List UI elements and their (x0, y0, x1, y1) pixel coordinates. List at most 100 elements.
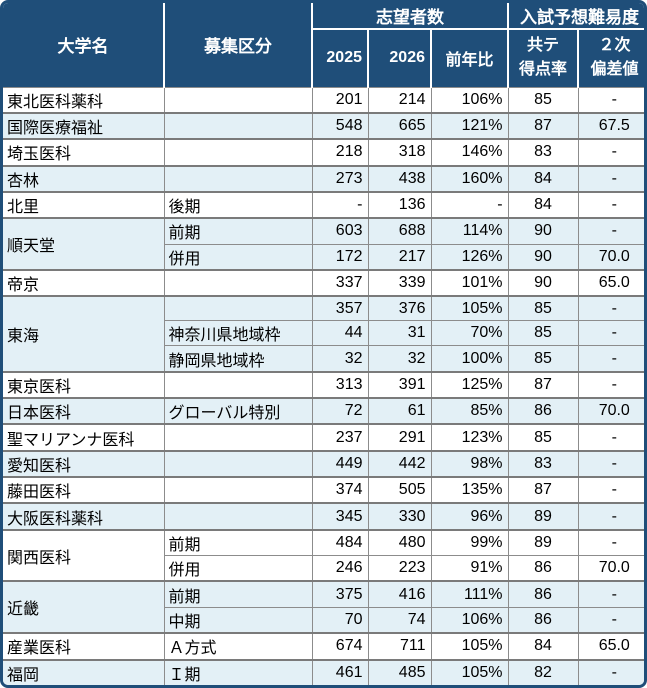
cell-yoy: 160% (430, 164, 509, 193)
cell-yoy: 146% (430, 138, 509, 167)
cell-university: 産業医科 (3, 632, 165, 661)
table-row: 東京医科 313 391 125% 87 - (3, 370, 644, 399)
applications-table: 大学名 募集区分 志望者数 入試予想難易度 2025 2026 前年比 共テ 得… (3, 3, 644, 685)
cell-category (163, 449, 313, 478)
cell-yoy: 111% (430, 580, 509, 608)
table-row: 埼玉医科 218 318 146% 83 - (3, 138, 644, 167)
cell-niji: - (577, 370, 644, 399)
table-row: 関西医科 前期 484 480 99% 89 - (3, 528, 644, 582)
cell-niji: - (577, 320, 644, 347)
cell-yoy: 126% (430, 243, 509, 271)
cell-kyote: 83 (507, 138, 579, 167)
header-kyote-line2: 得点率 (519, 61, 568, 79)
cell-yoy: 123% (430, 423, 509, 452)
header-category: 募集区分 (163, 3, 313, 88)
cell-category: 併用 (164, 243, 313, 271)
cell-university: 福岡 (3, 658, 165, 685)
cell-kyote: 87 (507, 476, 579, 504)
cell-2026: 223 (367, 555, 432, 582)
cell-university: 近畿 (3, 580, 165, 634)
cell-university: 東京医科 (3, 370, 165, 399)
table-row: 東北医科薬科 201 214 106% 85 - (3, 86, 644, 114)
cell-2026: 485 (367, 658, 432, 685)
header-kyote-line1: 共テ (527, 37, 560, 55)
cell-yoy: 99% (430, 528, 509, 557)
cell-niji: 70.0 (577, 397, 644, 425)
cell-yoy: 70% (430, 320, 509, 347)
cell-niji: - (577, 528, 644, 557)
cell-category (163, 295, 313, 322)
cell-niji: - (577, 295, 644, 322)
cell-kyote: 89 (507, 502, 579, 531)
table-row: 静岡県地域枠 32 32 100% 85 - (3, 345, 644, 373)
header-niji-line1: ２次 (598, 37, 631, 55)
cell-yoy: - (430, 190, 509, 219)
table-row: 藤田医科 374 505 135% 87 - (3, 476, 644, 504)
cell-2025: 218 (311, 138, 369, 167)
cell-kyote: 85 (507, 320, 579, 347)
cell-kyote: 85 (507, 86, 579, 114)
cell-kyote: 86 (507, 397, 579, 425)
cell-kyote: 85 (507, 423, 579, 452)
header-2025: 2025 (312, 28, 369, 88)
cell-kyote: 89 (507, 528, 579, 557)
cell-2026: 665 (367, 111, 432, 140)
cell-2025: 32 (311, 345, 369, 373)
cell-2025: 44 (311, 320, 369, 347)
cell-niji: - (577, 658, 644, 685)
cell-university: 杏林 (3, 164, 165, 193)
cell-kyote: 90 (507, 268, 579, 297)
cell-category: 中期 (164, 606, 313, 634)
cell-niji: 65.0 (577, 268, 644, 297)
cell-2025: 246 (311, 555, 369, 582)
cell-2026: 291 (367, 423, 432, 452)
table-row: 東海 357 376 105% 85 - (3, 295, 644, 373)
table-row: 近畿 前期 375 416 111% 86 - (3, 580, 644, 634)
cell-category: Ｉ期 (163, 658, 313, 685)
cell-university: 国際医療福祉 (3, 111, 165, 140)
cell-2025: 548 (311, 111, 369, 140)
header-difficulty-group: 入試予想難易度 (507, 3, 644, 30)
cell-2026: 136 (367, 190, 432, 219)
cell-university: 聖マリアンナ医科 (3, 423, 165, 452)
cell-university: 愛知医科 (3, 449, 165, 478)
cell-university: 藤田医科 (3, 476, 165, 504)
cell-category (163, 86, 313, 114)
table-row: 産業医科 Ａ方式 674 711 105% 84 65.0 (3, 632, 644, 661)
cell-2025: 484 (311, 528, 369, 557)
cell-kyote: 84 (507, 164, 579, 193)
table-row: 国際医療福祉 548 665 121% 87 67.5 (3, 111, 644, 140)
cell-kyote: 83 (507, 449, 579, 478)
cell-university: 埼玉医科 (3, 138, 165, 167)
table-row: 神奈川県地域枠 44 31 70% 85 - (3, 320, 644, 347)
cell-niji: - (577, 138, 644, 167)
header-yoy: 前年比 (429, 28, 510, 88)
header-niji-line2: 偏差値 (590, 61, 639, 79)
cell-category (163, 476, 313, 504)
cell-yoy: 114% (430, 217, 509, 245)
header-niji-deviation: ２次 偏差値 (577, 28, 644, 88)
cell-category: 前期 (163, 217, 313, 245)
cell-2026: 214 (367, 86, 432, 114)
cell-2026: 376 (367, 295, 432, 322)
cell-2026: 480 (367, 528, 432, 557)
cell-yoy: 105% (430, 658, 509, 685)
table-row: 北里 後期 - 136 - 84 - (3, 190, 644, 219)
cell-2025: 674 (311, 632, 369, 661)
cell-kyote: 87 (507, 370, 579, 399)
table-row: 聖マリアンナ医科 237 291 123% 85 - (3, 423, 644, 452)
cell-yoy: 106% (430, 86, 509, 114)
cell-2025: 375 (311, 580, 369, 608)
cell-university: 大阪医科薬科 (3, 502, 165, 531)
cell-yoy: 91% (430, 555, 509, 582)
cell-2026: 330 (367, 502, 432, 531)
cell-2026: 31 (367, 320, 432, 347)
cell-2025: 603 (311, 217, 369, 245)
cell-category (163, 502, 313, 531)
cell-kyote: 85 (507, 345, 579, 373)
cell-category (163, 423, 313, 452)
cell-niji: - (577, 164, 644, 193)
cell-university: 順天堂 (3, 217, 165, 271)
cell-2025: 72 (311, 397, 369, 425)
